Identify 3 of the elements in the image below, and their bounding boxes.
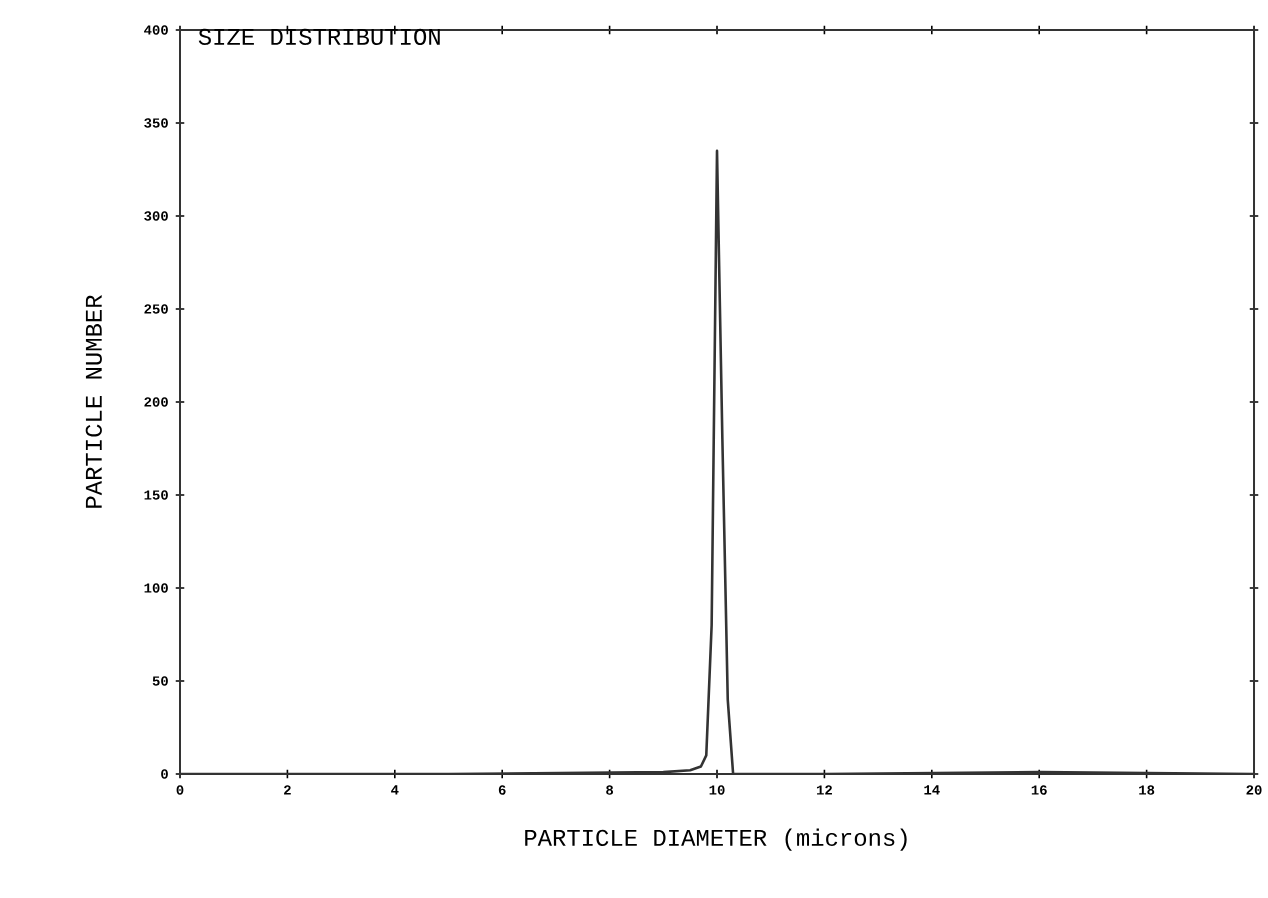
- y-axis-title: PARTICLE NUMBER: [85, 295, 102, 508]
- x-axis-title: PARTICLE DIAMETER (microns): [525, 828, 907, 851]
- chart-title: SIZE DISTRIBUTION: [198, 28, 440, 46]
